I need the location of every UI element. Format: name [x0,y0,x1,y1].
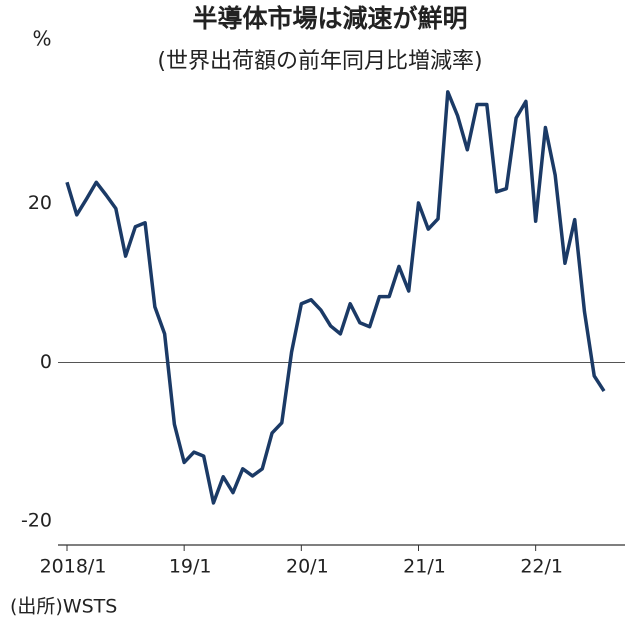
line-series [65,90,606,505]
y-tick-label: 0 [40,351,52,373]
x-tick-label: 21/1 [403,556,446,578]
x-tick-label: 19/1 [169,556,212,578]
x-tick-label: 2018/1 [40,556,107,578]
chart-subtitle: (世界出荷額の前年同月比増減率) [157,49,482,74]
source: (出所)WSTS [10,596,117,618]
y-axis-label: % [32,27,51,51]
x-tick-label: 20/1 [286,556,329,578]
y-tick-label: -20 [21,510,52,532]
y-tick-label: 20 [28,192,52,214]
x-tick-label: 22/1 [520,556,563,578]
chart-title: 半導体市場は減速が鮮明 [192,4,467,33]
